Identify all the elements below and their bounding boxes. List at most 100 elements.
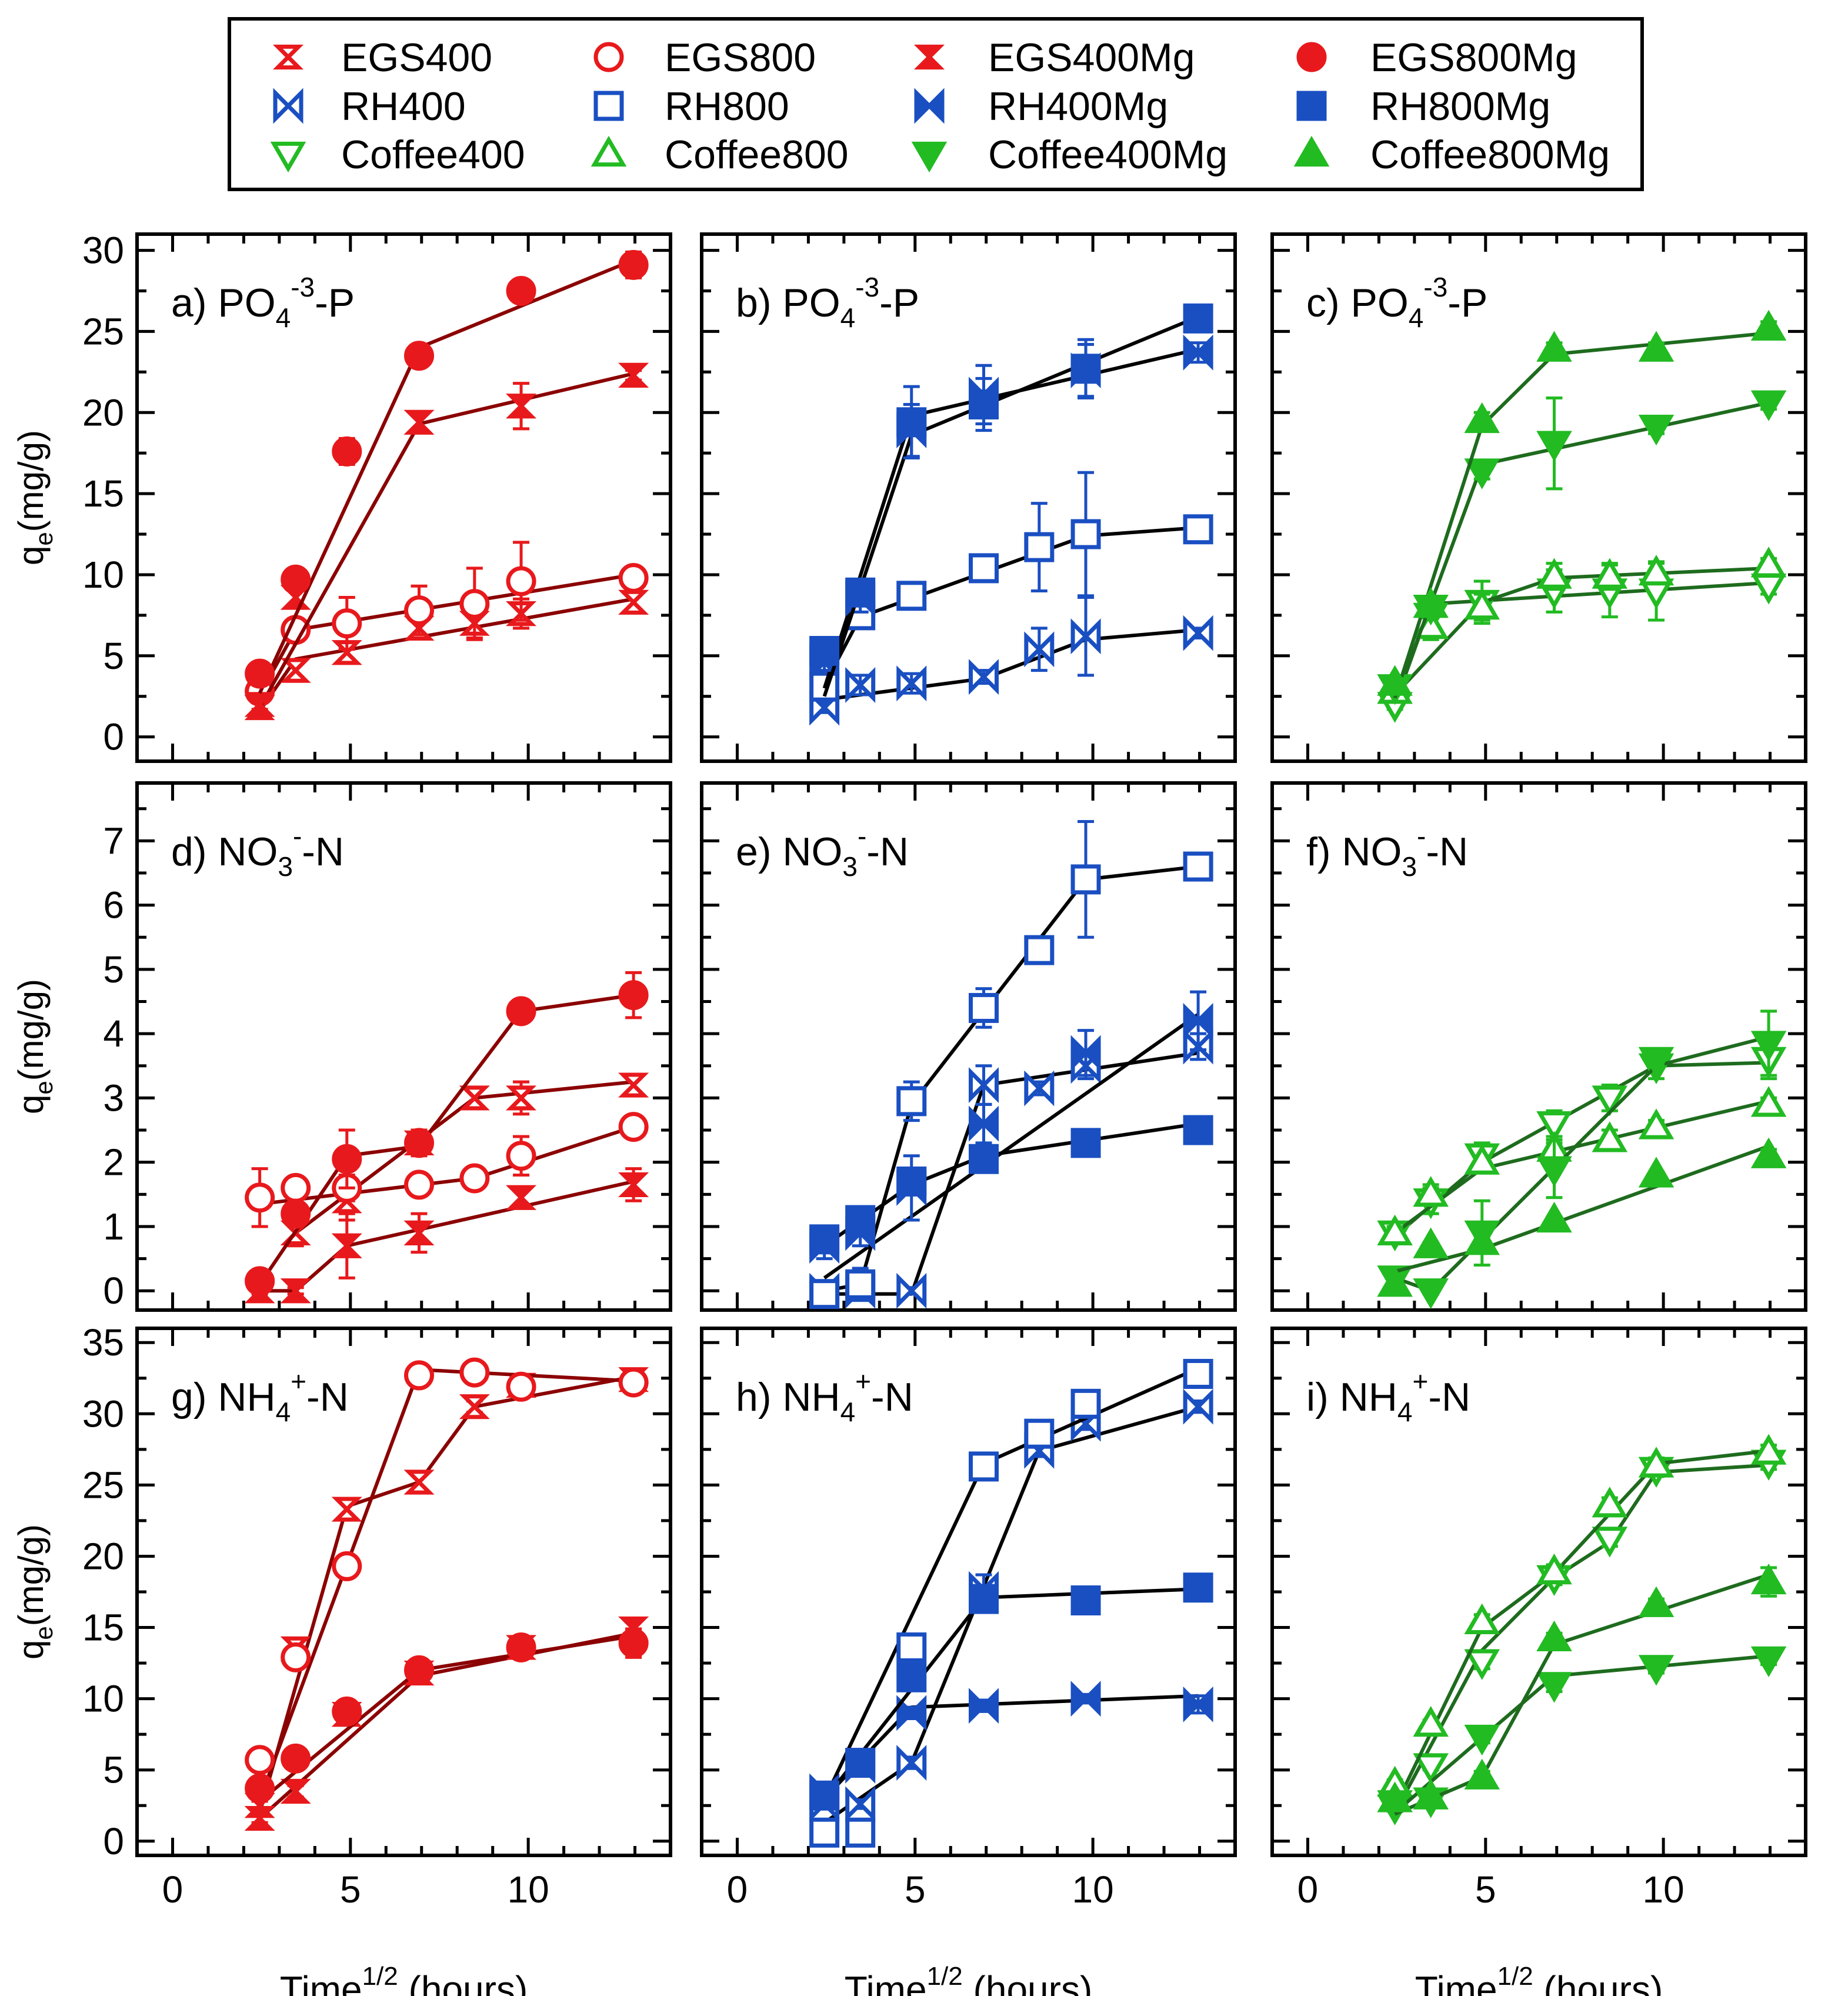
- data-point-rh800mg: [1183, 1572, 1213, 1603]
- data-point-egs800: [281, 1642, 311, 1672]
- data-point-egs800: [245, 1182, 275, 1213]
- data-point-coffee800mg: [1464, 402, 1500, 434]
- legend-marker-egs800mg: [1296, 42, 1327, 72]
- data-point-rh800: [969, 1451, 999, 1482]
- y-axis-label: qe(mg/g): [11, 1524, 58, 1660]
- panel-b: b) PO4-3-P: [700, 232, 1237, 763]
- y-tick-label: 30: [82, 1392, 124, 1435]
- data-point-coffee800: [1464, 1603, 1500, 1634]
- data-point-rh400: [1183, 615, 1213, 651]
- data-point-coffee800: [1750, 1086, 1787, 1117]
- y-tick-label: 20: [82, 391, 124, 434]
- data-point-egs400mg: [403, 1220, 435, 1245]
- y-tick-label: 0: [103, 1820, 124, 1862]
- data-point-rh800mg: [1183, 303, 1213, 334]
- data-point-rh800mg: [1183, 1115, 1213, 1145]
- data-point-coffee800mg: [1377, 665, 1413, 696]
- data-point-rh800: [809, 1279, 840, 1309]
- data-point-egs800: [618, 1367, 649, 1398]
- data-point-rh400: [1070, 618, 1101, 655]
- data-point-coffee800: [1638, 1447, 1674, 1478]
- data-point-rh400: [1024, 631, 1055, 668]
- data-point-rh800: [1024, 1418, 1055, 1449]
- data-point-egs800mg: [245, 1773, 275, 1804]
- data-point-coffee800mg: [1377, 1781, 1413, 1812]
- data-point-egs400: [403, 1469, 435, 1495]
- data-point-rh400: [1183, 1388, 1213, 1425]
- series-egs800mg: [245, 1627, 649, 1804]
- y-tick-label: 30: [82, 229, 124, 272]
- data-point-egs800mg: [404, 341, 435, 371]
- legend-entry-egs400mg: EGS400Mg: [913, 35, 1195, 80]
- panel-label-a: a) PO4-3-P: [171, 272, 355, 333]
- data-point-rh400: [845, 667, 876, 703]
- data-point-egs800mg: [506, 275, 536, 306]
- y-tick-label: 5: [103, 948, 124, 991]
- data-point-coffee800: [1536, 558, 1572, 589]
- x-tick-label: 5: [905, 1868, 926, 1911]
- fit-line-egs400mg: [259, 1179, 634, 1293]
- data-point-coffee800: [1750, 1434, 1787, 1465]
- data-point-rh800: [845, 1269, 876, 1299]
- data-point-rh800: [1070, 519, 1101, 549]
- y-tick-label: 6: [103, 884, 124, 927]
- series-coffee800mg: [1377, 1137, 1787, 1297]
- data-point-rh800mg: [969, 1584, 999, 1614]
- data-point-egs800: [281, 1172, 311, 1203]
- data-point-rh400: [969, 1067, 999, 1104]
- legend-entry-egs800: EGS800: [593, 35, 816, 80]
- y-tick-label: 0: [103, 1269, 124, 1312]
- data-point-coffee800mg: [1413, 587, 1449, 618]
- data-point-rh800: [1024, 532, 1055, 562]
- y-tick-label: 5: [103, 635, 124, 677]
- data-point-coffee400mg: [1750, 390, 1787, 421]
- data-point-coffee400mg: [1638, 1655, 1674, 1686]
- data-point-coffee800: [1413, 1706, 1449, 1737]
- legend-entry-rh400: RH400: [273, 84, 466, 129]
- data-point-coffee400: [1592, 1085, 1628, 1117]
- data-point-coffee400: [1536, 1111, 1572, 1142]
- data-point-rh400: [1024, 1070, 1055, 1107]
- data-point-coffee800mg: [1750, 1563, 1787, 1595]
- data-point-egs400: [331, 1497, 362, 1522]
- x-tick-label: 10: [508, 1868, 549, 1911]
- x-tick-label: 10: [1643, 1868, 1684, 1911]
- x-tick-label: 5: [340, 1868, 361, 1911]
- data-point-egs800mg: [506, 1632, 536, 1662]
- data-point-rh400: [845, 1786, 876, 1822]
- data-point-rh800mg: [845, 577, 876, 608]
- data-point-rh400mg: [896, 1695, 927, 1731]
- data-point-coffee400mg: [1536, 431, 1572, 462]
- y-tick-label: 15: [82, 1607, 124, 1649]
- data-point-coffee400: [1464, 1649, 1500, 1680]
- data-point-rh800: [969, 553, 999, 584]
- legend-entry-egs400: EGS400: [272, 35, 492, 80]
- data-point-rh400mg: [1183, 1002, 1213, 1039]
- x-axis-label: Time1/2 (hours): [845, 1962, 1093, 1996]
- panel-label-g: g) NH4+-N: [171, 1366, 349, 1427]
- panel-label-d: d) NO3--N: [171, 821, 344, 882]
- data-point-coffee400: [1592, 1527, 1628, 1558]
- series-egs400mg: [244, 362, 649, 717]
- data-point-egs800mg: [281, 564, 311, 595]
- legend-label-rh400: RH400: [341, 84, 466, 129]
- series-rh800mg: [809, 303, 1213, 697]
- legend-marker-egs800: [593, 42, 624, 72]
- legend-label-coffee400mg: Coffee400Mg: [988, 132, 1227, 177]
- legend-entry-rh800: RH800: [593, 84, 789, 129]
- panel-c: c) PO4-3-P: [1270, 232, 1807, 763]
- data-point-coffee800: [1377, 1214, 1413, 1245]
- y-tick-label: 5: [103, 1749, 124, 1791]
- data-point-egs800mg: [618, 249, 649, 280]
- data-point-egs400mg: [280, 1278, 311, 1304]
- x-tick-label: 5: [1475, 1868, 1496, 1911]
- data-point-rh800mg: [969, 389, 999, 419]
- data-point-egs800: [506, 1371, 536, 1402]
- y-axis-label: qe(mg/g): [11, 430, 58, 565]
- legend-label-rh800mg: RH800Mg: [1370, 84, 1550, 129]
- data-point-rh800mg: [809, 636, 840, 667]
- panel-frame: [1270, 781, 1807, 1312]
- legend-entry-coffee800: Coffee800: [591, 132, 849, 177]
- legend-label-coffee400: Coffee400: [341, 132, 525, 177]
- data-point-egs800mg: [332, 436, 362, 466]
